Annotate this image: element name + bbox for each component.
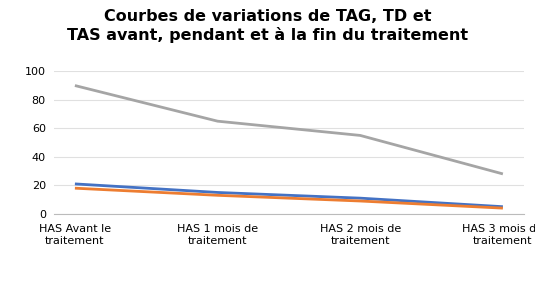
Intensité du TAG: [357, 196, 363, 200]
Intensité du TAG: [72, 182, 78, 186]
Text: Courbes de variations de TAG, TD et
TAS avant, pendant et à la fin du traitement: Courbes de variations de TAG, TD et TAS …: [67, 9, 468, 42]
Intensité du TAS: [357, 134, 363, 137]
Intensité du TAS: [215, 119, 221, 123]
Line: Intensité du TD: Intensité du TD: [75, 188, 503, 208]
Intensité du TD: [357, 199, 363, 203]
Intensité du TAS: [500, 172, 506, 176]
Line: Intensité du TAG: Intensité du TAG: [75, 184, 503, 207]
Intensité du TD: [500, 206, 506, 210]
Line: Intensité du TAS: Intensité du TAS: [75, 86, 503, 174]
Intensité du TD: [72, 187, 78, 190]
Intensité du TAS: [72, 84, 78, 87]
Intensité du TD: [215, 194, 221, 197]
Intensité du TAG: [215, 191, 221, 194]
Intensité du TAG: [500, 205, 506, 208]
